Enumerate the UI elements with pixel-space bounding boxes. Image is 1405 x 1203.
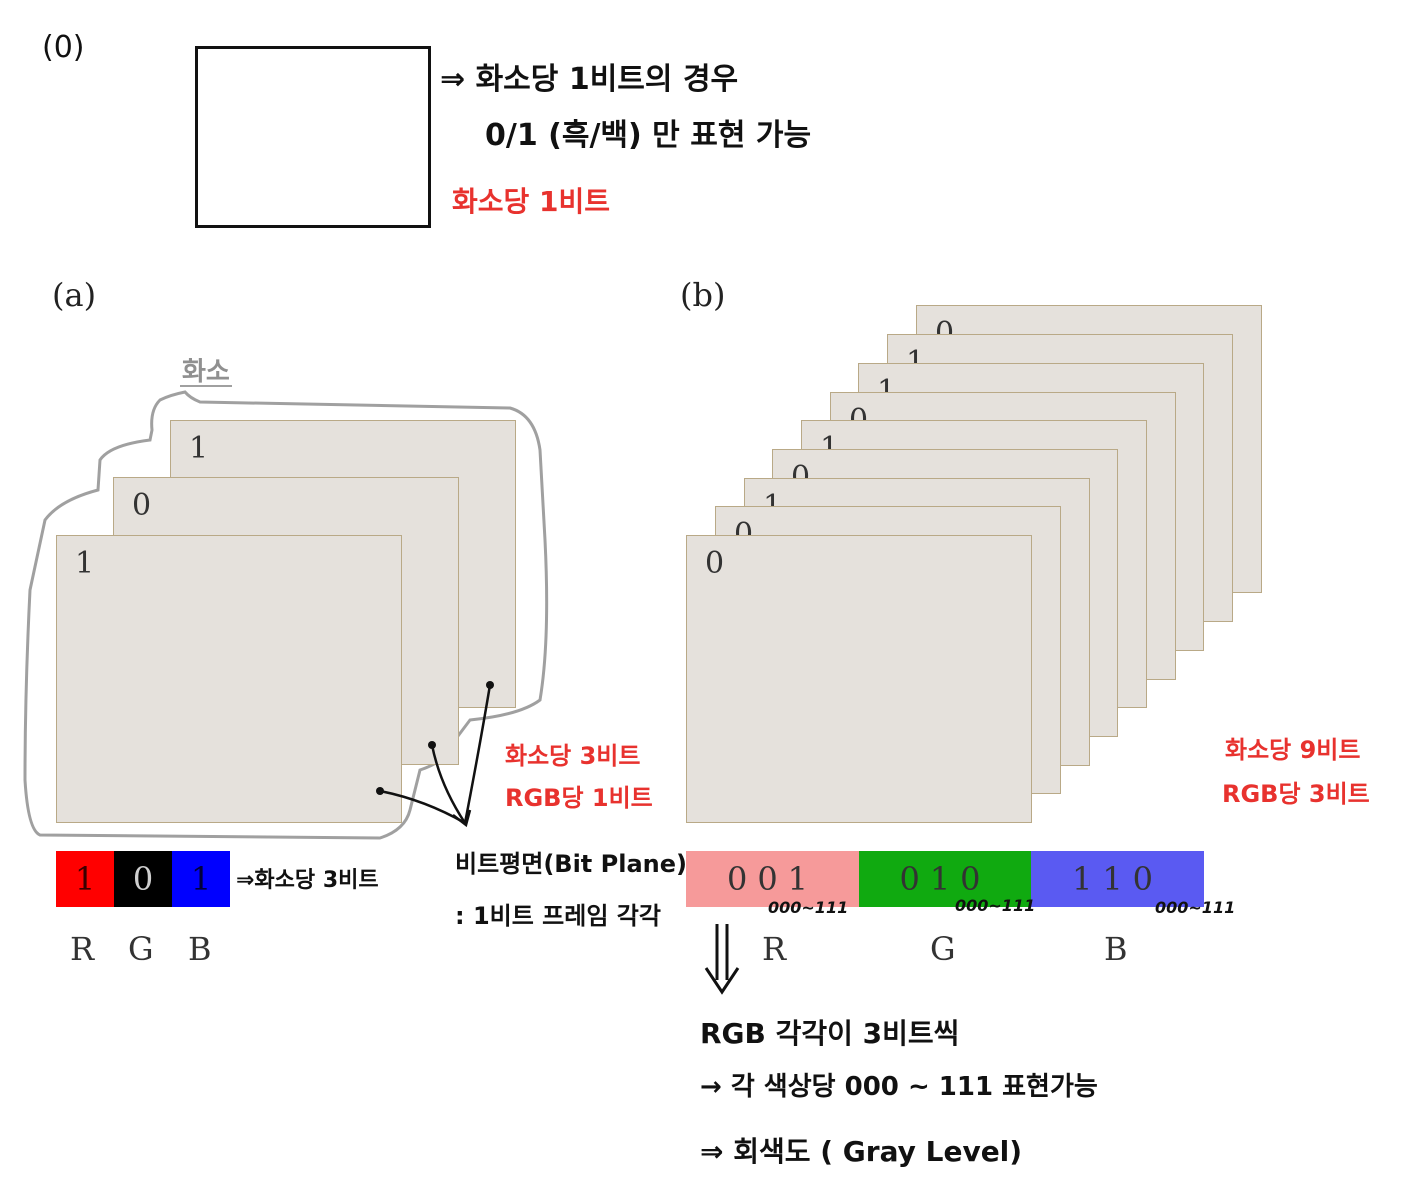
frame-bit-value: 0 <box>705 546 725 581</box>
segment-value: 010 <box>899 860 991 898</box>
rgb-cell-value: 1 <box>190 860 212 898</box>
segment-value: 110 <box>1071 860 1164 898</box>
section-b-red-note-line2: RGB당 3비트 <box>1222 780 1370 808</box>
section-a-label: (a) <box>52 276 97 314</box>
channel-label-b: B <box>1104 930 1128 968</box>
segment-red: 001 <box>686 851 859 907</box>
segment-green: 010 <box>859 851 1031 907</box>
section-0-label: (0) <box>42 30 85 65</box>
bottom-note-line2: → 각 색상당 000 ~ 111 표현가능 <box>700 1072 1098 1102</box>
rgb-bar-note: ⇒화소당 3비트 <box>236 868 379 893</box>
section-a-red-note-line2: RGB당 1비트 <box>505 784 653 812</box>
frame-bit-value: 1 <box>75 546 95 581</box>
rgb-cell-red: 1 <box>56 851 114 907</box>
section-0-note-line1: ⇒ 화소당 1비트의 경우 <box>440 62 739 97</box>
segment-range-blue: 000~111 <box>1155 898 1236 917</box>
bitplane-label: 비트평면(Bit Plane) <box>455 850 687 878</box>
channel-label-g: G <box>930 930 956 968</box>
segment-value: 001 <box>726 860 819 898</box>
down-arrow-icon <box>704 924 740 995</box>
rgb-9bit-bar: 001 010 110 <box>686 851 1204 907</box>
segment-range-green: 000~111 <box>955 896 1036 915</box>
bitplane-arrows <box>376 681 494 828</box>
rgb-bit-bar: 1 0 1 <box>56 851 230 907</box>
frame-bit-value: 0 <box>132 488 152 523</box>
section-b-label: (b) <box>680 276 726 314</box>
pixel-outline: 화소 <box>23 357 549 840</box>
bit-frame-a-front: 1 <box>56 535 402 823</box>
channel-label-g: G <box>128 930 154 968</box>
bottom-note-line3: ⇒ 회색도 ( Gray Level) <box>700 1135 1023 1168</box>
rgb-cell-value: 1 <box>74 860 96 898</box>
segment-range-red: 000~111 <box>768 898 849 917</box>
section-0-red-note: 화소당 1비트 <box>452 185 611 218</box>
section-0-note-line2: 0/1 (흑/백) 만 표현 가능 <box>485 118 812 153</box>
single-bit-frame <box>195 46 431 228</box>
channel-label-r: R <box>70 930 95 968</box>
channel-label-r: R <box>762 930 787 968</box>
rgb-cell-green: 0 <box>114 851 172 907</box>
frame-bit-value: 1 <box>189 431 209 466</box>
rgb-cell-blue: 1 <box>172 851 230 907</box>
bitplane-description: : 1비트 프레임 각각 <box>455 902 661 930</box>
bottom-note-line1: RGB 각각이 3비트씩 <box>700 1017 960 1050</box>
bit-frame-b-1: 0 <box>686 535 1032 823</box>
section-a-red-note-line1: 화소당 3비트 <box>505 742 641 770</box>
segment-blue: 110 <box>1031 851 1204 907</box>
section-b-red-note-line1: 화소당 9비트 <box>1225 736 1361 764</box>
pixel-annotation: 화소 <box>182 357 230 387</box>
rgb-cell-value: 0 <box>132 860 154 898</box>
channel-label-b: B <box>188 930 212 968</box>
